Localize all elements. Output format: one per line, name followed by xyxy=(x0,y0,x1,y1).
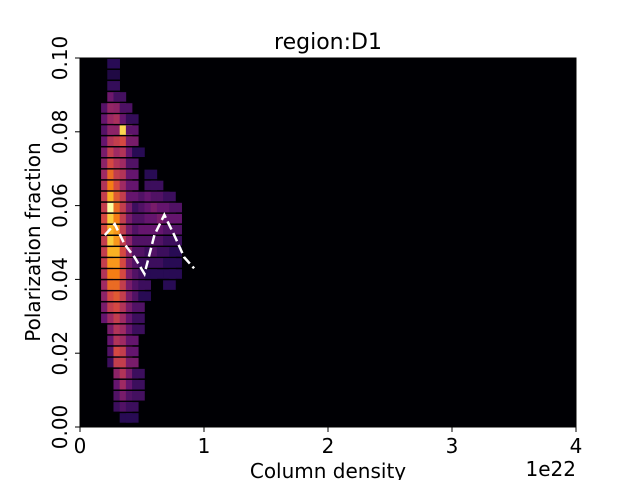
heatmap-cell xyxy=(132,368,145,379)
x-tick-label: 2 xyxy=(322,434,335,458)
x-tick-label: 3 xyxy=(446,434,459,458)
heatmap-cell xyxy=(125,158,139,169)
plot-area xyxy=(79,57,577,428)
y-tick-label: 0.08 xyxy=(48,110,72,155)
heatmap-cell xyxy=(107,69,120,80)
x-tick-label: 0 xyxy=(74,434,87,458)
heatmap-cell xyxy=(107,81,120,91)
heatmap-cell xyxy=(125,402,139,412)
series-layer xyxy=(103,211,196,278)
heatmap-cell xyxy=(132,391,145,401)
series-line xyxy=(103,211,196,278)
heatmap-cell xyxy=(169,224,182,235)
heatmap-cell xyxy=(138,280,151,290)
heatmap-cell xyxy=(119,103,133,113)
heatmap-cell xyxy=(113,92,127,102)
y-tick-label: 0.02 xyxy=(48,331,72,376)
heatmap-cell xyxy=(169,213,182,224)
heatmap-cell xyxy=(125,180,139,191)
y-tick-label: 0.10 xyxy=(48,36,72,81)
x-axis: 0 1 2 3 4 xyxy=(74,427,583,458)
x-tick-label: 4 xyxy=(570,434,583,458)
heatmap-cell xyxy=(169,269,182,279)
heatmap-cell xyxy=(150,180,164,191)
y-tick-label: 0.06 xyxy=(48,183,72,228)
y-tick-label: 0.04 xyxy=(48,257,72,302)
y-tick-label: 0.00 xyxy=(48,405,72,450)
heatmap-cell xyxy=(107,125,120,135)
heatmap-cell xyxy=(169,258,182,268)
heatmap-cell xyxy=(132,324,145,335)
heatmap-cell xyxy=(169,247,182,257)
heatmap-cell xyxy=(125,413,139,423)
heatmap-cell xyxy=(125,169,139,180)
heatmap-cell xyxy=(163,191,176,202)
heatmap-cell xyxy=(169,202,182,213)
heatmap-cell xyxy=(107,58,120,69)
x-axis-label: Column density xyxy=(250,459,406,480)
heatmap-cell xyxy=(125,346,139,357)
x-tick-label: 1 xyxy=(198,434,211,458)
heatmap-cell xyxy=(132,147,145,158)
heatmap-cell xyxy=(132,379,145,390)
heatmap-cell xyxy=(125,125,139,135)
y-axis: 0.00 0.02 0.04 0.06 0.08 0.10 xyxy=(48,36,80,450)
heatmap-cell xyxy=(125,191,139,202)
heatmap-cell xyxy=(163,280,176,290)
y-axis-label: Polarization fraction xyxy=(21,142,45,341)
heatmap-cell xyxy=(125,335,139,346)
heatmap-cell xyxy=(125,357,139,368)
chart-title: region:D1 xyxy=(274,30,382,55)
heatmap-cell xyxy=(132,313,145,324)
heatmap-cell xyxy=(132,302,145,312)
heatmap-cell xyxy=(125,114,139,124)
heatmap-cell xyxy=(138,291,151,301)
heatmap-cell xyxy=(144,169,158,180)
heatmap-cell xyxy=(150,269,164,279)
x-axis-offset-label: 1e22 xyxy=(526,457,576,480)
heatmap-cell xyxy=(125,136,139,146)
